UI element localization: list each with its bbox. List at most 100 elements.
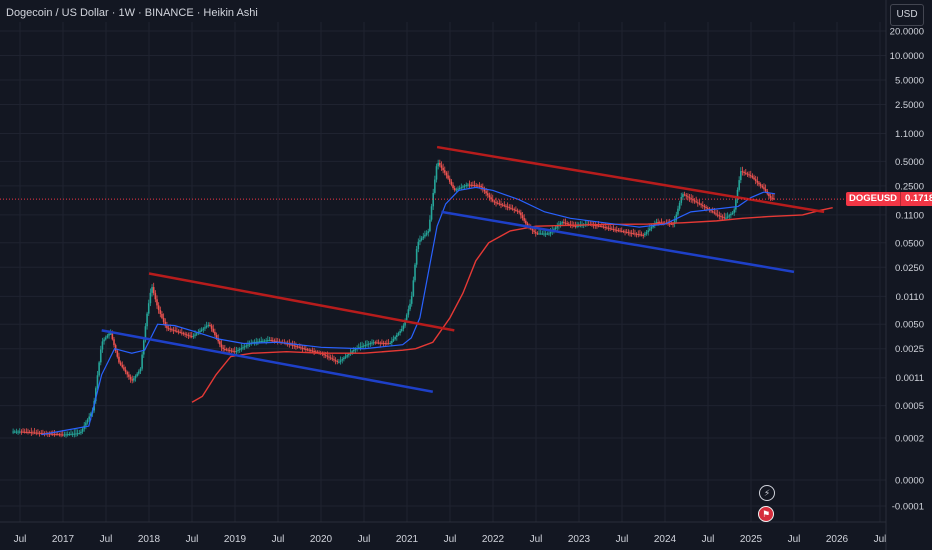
- candle-body: [181, 332, 183, 334]
- candle-body: [301, 347, 304, 349]
- candle-body: [670, 223, 673, 225]
- candle-body: [202, 328, 205, 330]
- candle-body: [212, 328, 215, 332]
- candle-body: [151, 287, 153, 293]
- candle-body: [647, 230, 649, 233]
- candle-body: [204, 327, 206, 329]
- candle-body: [720, 215, 722, 217]
- candle-body: [688, 197, 691, 199]
- y-tick-label: 0.0011: [896, 373, 924, 384]
- candle-body: [723, 217, 726, 219]
- x-tick-label: Jul: [616, 534, 629, 545]
- candle-body: [185, 334, 188, 336]
- trendline-lower-2021[interactable]: [441, 210, 795, 274]
- candle-body: [748, 174, 750, 176]
- candle-body: [541, 233, 544, 235]
- x-tick-label: 2019: [224, 534, 247, 545]
- candle-body: [32, 432, 34, 434]
- candle-body: [359, 346, 362, 348]
- candle-body: [104, 337, 107, 340]
- candle-body: [523, 218, 525, 221]
- candle-body: [434, 179, 436, 193]
- candle-body: [247, 344, 249, 346]
- candle-body: [498, 203, 501, 205]
- candle-body: [685, 195, 688, 197]
- candle-body: [440, 165, 443, 168]
- candle-body: [108, 333, 110, 336]
- candle-body: [531, 229, 534, 231]
- candle-body: [149, 292, 152, 304]
- currency-button[interactable]: USD: [890, 4, 924, 26]
- candle-body: [328, 356, 330, 358]
- candle-body: [410, 295, 413, 304]
- candle-body: [372, 342, 375, 344]
- candle-body: [228, 350, 231, 352]
- trendline-upper-2021[interactable]: [436, 145, 825, 214]
- candle-body: [177, 331, 180, 333]
- trendline-lower-2018[interactable]: [101, 329, 434, 393]
- candle-body: [644, 233, 646, 236]
- candle-body: [238, 349, 241, 351]
- candle-body: [138, 371, 140, 374]
- candle-body: [726, 216, 729, 218]
- candle-body: [645, 232, 648, 234]
- x-tick-label: 2025: [740, 534, 763, 545]
- candle-body: [496, 202, 499, 204]
- candle-body: [402, 325, 405, 330]
- us-flag-icon[interactable]: ⚑: [758, 506, 774, 522]
- candle-body: [746, 173, 749, 175]
- candle-body: [15, 431, 18, 433]
- candle-body: [399, 331, 401, 334]
- trendline-upper-2018[interactable]: [148, 272, 455, 332]
- candle-body: [271, 340, 274, 342]
- candle-body: [116, 350, 119, 357]
- x-tick-label: 2017: [52, 534, 75, 545]
- candle-body: [738, 180, 740, 190]
- candle-body: [329, 357, 332, 359]
- candle-body: [305, 348, 307, 350]
- candle-body: [235, 350, 238, 352]
- candle-body: [154, 293, 157, 300]
- candle-body: [27, 431, 29, 433]
- candle-body: [288, 343, 291, 345]
- candle-body: [437, 162, 439, 167]
- candle-body: [71, 433, 74, 435]
- candle-body: [599, 225, 602, 227]
- candle-body: [407, 309, 410, 315]
- candle-body: [698, 203, 701, 205]
- candle-body: [554, 227, 557, 230]
- candle-body: [652, 225, 654, 228]
- candle-body: [38, 432, 41, 434]
- candle-body: [485, 191, 487, 194]
- lightning-bolt-icon[interactable]: ⚡: [759, 485, 775, 501]
- candle-body: [260, 341, 262, 343]
- candle-body: [295, 345, 297, 347]
- candle-body: [182, 333, 185, 335]
- candle-body: [478, 185, 481, 187]
- y-tick-label: 0.0110: [896, 292, 924, 303]
- candle-body: [693, 200, 696, 202]
- candle-body: [22, 431, 24, 433]
- candle-body: [324, 354, 327, 356]
- candle-body: [257, 341, 259, 343]
- candle-body: [237, 349, 239, 351]
- candle-body: [427, 231, 430, 233]
- candle-body: [525, 220, 527, 224]
- candle-body: [106, 335, 109, 338]
- candle-body: [134, 375, 137, 379]
- candle-body: [576, 225, 578, 227]
- candle-body: [220, 344, 223, 348]
- candle-body: [273, 340, 276, 342]
- candle-body: [76, 433, 79, 435]
- candle-body: [596, 225, 598, 227]
- x-tick-label: Jul: [186, 534, 199, 545]
- candle-body: [300, 347, 302, 349]
- candle-body: [341, 359, 344, 361]
- candle-body: [65, 434, 67, 436]
- candle-body: [736, 189, 739, 200]
- candle-body: [475, 185, 477, 187]
- candle-body: [293, 345, 296, 347]
- candle-body: [141, 354, 143, 369]
